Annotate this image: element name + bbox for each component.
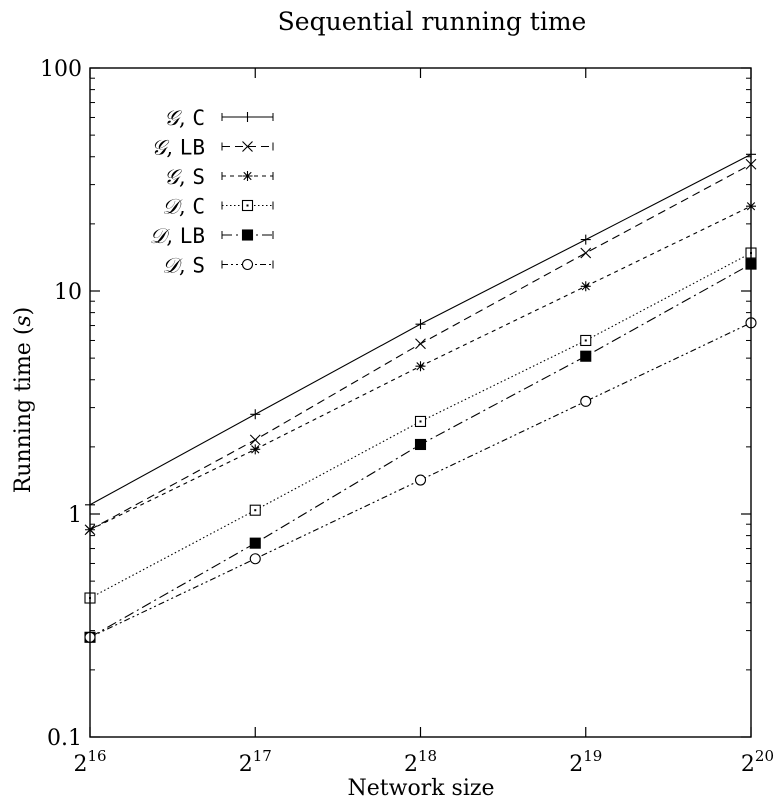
x-tick-label: 219 xyxy=(569,747,602,777)
data-point xyxy=(415,361,426,372)
legend-marker-center xyxy=(246,204,249,207)
legend-label: 𝒟, LB xyxy=(150,224,205,248)
data-point xyxy=(580,350,592,362)
data-point xyxy=(249,537,261,549)
data-point-center xyxy=(254,509,257,512)
legend-marker xyxy=(242,171,253,181)
series-4 xyxy=(84,258,757,643)
data-point xyxy=(580,234,591,245)
data-point xyxy=(250,444,261,455)
y-tick-label: 1 xyxy=(68,503,82,528)
data-point xyxy=(580,281,591,292)
legend: 𝒢, C 𝒢, LB 𝒢, S 𝒟, C 𝒟, LB 𝒟, S xyxy=(150,106,274,278)
y-axis-label: Running time (s) xyxy=(11,307,36,494)
y-tick-label: 10 xyxy=(54,280,82,305)
legend-label: 𝒢, S xyxy=(164,165,205,189)
x-tick-label: 220 xyxy=(741,747,774,777)
legend-label: 𝒟, S xyxy=(162,254,205,278)
data-point xyxy=(580,247,592,259)
x-tick-label: 217 xyxy=(239,747,272,777)
data-point xyxy=(415,338,426,350)
legend-label: 𝒢, LB xyxy=(151,136,205,160)
legend-label: 𝒟, C xyxy=(162,195,205,219)
series-group xyxy=(84,149,757,643)
y-tick-label: 100 xyxy=(40,57,82,82)
chart-title: Sequential running time xyxy=(278,7,587,36)
legend-marker xyxy=(242,141,253,152)
data-point xyxy=(415,319,426,330)
legend-marker xyxy=(241,229,254,241)
series-line xyxy=(89,252,752,599)
x-axis-label: Network size xyxy=(348,776,495,799)
x-tick-label: 218 xyxy=(404,747,437,777)
series-5 xyxy=(84,317,757,643)
legend-marker xyxy=(242,112,253,122)
axis-ticks: 0.1 1 10 100 216 217 218 219 220 xyxy=(40,57,774,777)
data-point xyxy=(414,474,427,486)
y-tick-label: 0.1 xyxy=(47,726,82,751)
data-point xyxy=(249,553,261,565)
series-3 xyxy=(84,247,757,604)
data-point xyxy=(249,434,261,446)
data-point xyxy=(580,395,592,407)
legend-label: 𝒢, C xyxy=(164,106,205,130)
data-point-center xyxy=(584,339,587,342)
data-point xyxy=(414,438,427,451)
data-point xyxy=(250,409,261,420)
x-tick-label: 216 xyxy=(73,747,106,777)
legend-marker xyxy=(241,258,254,271)
plot-frame xyxy=(89,67,752,738)
data-point-center xyxy=(419,420,422,423)
